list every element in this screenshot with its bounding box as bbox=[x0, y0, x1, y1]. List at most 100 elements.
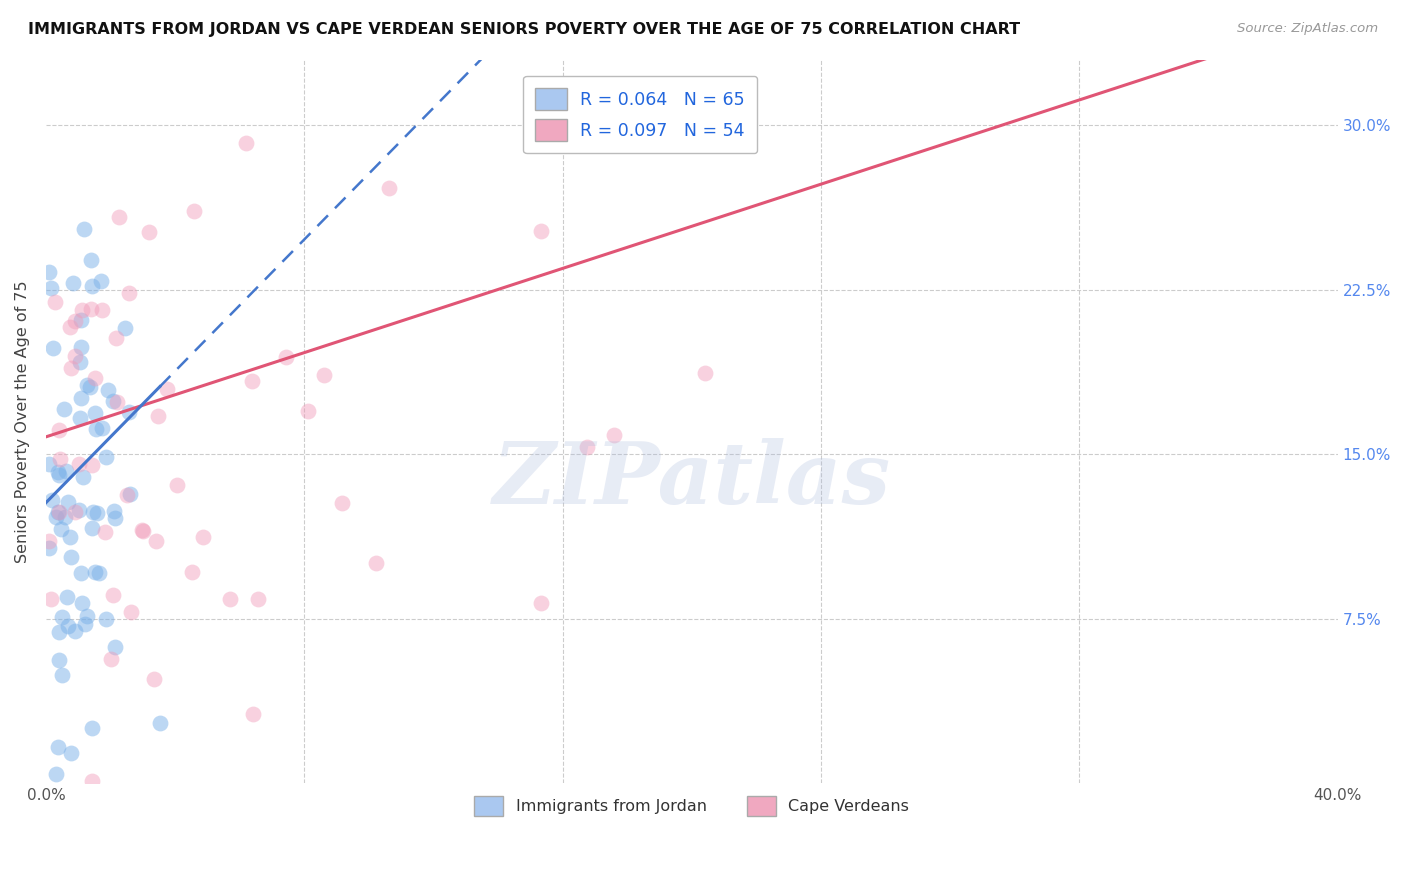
Point bbox=[69, 340, 91, 354]
Point bbox=[84, 406, 107, 420]
Point bbox=[332, 496, 354, 510]
Point bbox=[59, 361, 82, 376]
Point bbox=[69, 411, 91, 425]
Point bbox=[51, 610, 73, 624]
Point bbox=[55, 590, 77, 604]
Point bbox=[529, 224, 551, 238]
Point bbox=[46, 740, 69, 755]
Point bbox=[38, 533, 60, 548]
Point bbox=[156, 382, 179, 396]
Point bbox=[63, 624, 86, 638]
Point bbox=[67, 503, 90, 517]
Point bbox=[76, 377, 98, 392]
Point bbox=[48, 505, 70, 519]
Point bbox=[53, 510, 76, 524]
Point bbox=[138, 225, 160, 239]
Point bbox=[48, 452, 70, 467]
Point bbox=[378, 181, 401, 195]
Point bbox=[105, 395, 128, 409]
Point bbox=[72, 470, 94, 484]
Point bbox=[146, 409, 169, 423]
Point bbox=[101, 393, 124, 408]
Point bbox=[86, 507, 108, 521]
Point bbox=[67, 458, 90, 472]
Point bbox=[97, 383, 120, 397]
Point bbox=[82, 458, 104, 472]
Point bbox=[44, 295, 66, 310]
Point bbox=[242, 707, 264, 722]
Point bbox=[602, 427, 624, 442]
Point bbox=[181, 565, 204, 579]
Point bbox=[104, 511, 127, 525]
Point bbox=[118, 286, 141, 301]
Point bbox=[84, 422, 107, 436]
Point bbox=[132, 524, 155, 538]
Point bbox=[90, 421, 112, 435]
Point bbox=[84, 566, 107, 580]
Point bbox=[297, 403, 319, 417]
Point bbox=[48, 624, 70, 639]
Point bbox=[48, 467, 70, 482]
Text: Source: ZipAtlas.com: Source: ZipAtlas.com bbox=[1237, 22, 1378, 36]
Point bbox=[70, 566, 93, 580]
Point bbox=[94, 450, 117, 465]
Point bbox=[59, 320, 82, 334]
Point bbox=[79, 302, 101, 317]
Point bbox=[87, 566, 110, 580]
Point bbox=[46, 465, 69, 479]
Legend: Immigrants from Jordan, Cape Verdeans: Immigrants from Jordan, Cape Verdeans bbox=[465, 787, 918, 826]
Point bbox=[142, 673, 165, 687]
Point bbox=[114, 321, 136, 335]
Point bbox=[59, 530, 82, 544]
Point bbox=[314, 368, 336, 382]
Point bbox=[219, 592, 242, 607]
Point bbox=[80, 774, 103, 789]
Point bbox=[120, 487, 142, 501]
Point bbox=[240, 374, 263, 388]
Point bbox=[41, 493, 63, 508]
Point bbox=[48, 423, 70, 437]
Point bbox=[42, 341, 65, 355]
Point bbox=[83, 371, 105, 385]
Point bbox=[69, 313, 91, 327]
Point bbox=[91, 303, 114, 318]
Point bbox=[247, 591, 270, 606]
Point bbox=[695, 367, 717, 381]
Point bbox=[63, 349, 86, 363]
Point bbox=[145, 533, 167, 548]
Point bbox=[51, 668, 73, 682]
Point bbox=[76, 609, 98, 624]
Text: ZIPatlas: ZIPatlas bbox=[492, 438, 891, 521]
Point bbox=[96, 612, 118, 626]
Point bbox=[131, 523, 153, 537]
Point bbox=[115, 488, 138, 502]
Point bbox=[72, 221, 94, 235]
Point bbox=[235, 136, 257, 151]
Point bbox=[90, 274, 112, 288]
Point bbox=[38, 457, 60, 471]
Point bbox=[46, 505, 69, 519]
Point bbox=[80, 721, 103, 735]
Point bbox=[62, 277, 84, 291]
Point bbox=[65, 314, 87, 328]
Point bbox=[56, 495, 79, 509]
Point bbox=[58, 619, 80, 633]
Point bbox=[70, 596, 93, 610]
Point bbox=[45, 510, 67, 524]
Point bbox=[104, 640, 127, 654]
Point bbox=[69, 355, 91, 369]
Point bbox=[117, 405, 139, 419]
Point bbox=[82, 521, 104, 535]
Point bbox=[55, 464, 77, 478]
Point bbox=[107, 210, 129, 224]
Point bbox=[82, 505, 104, 519]
Point bbox=[60, 550, 83, 565]
Point bbox=[80, 279, 103, 293]
Point bbox=[364, 556, 387, 570]
Point bbox=[49, 522, 72, 536]
Point bbox=[103, 588, 125, 602]
Point bbox=[63, 505, 86, 519]
Point bbox=[193, 530, 215, 544]
Point bbox=[70, 303, 93, 318]
Point bbox=[53, 402, 76, 417]
